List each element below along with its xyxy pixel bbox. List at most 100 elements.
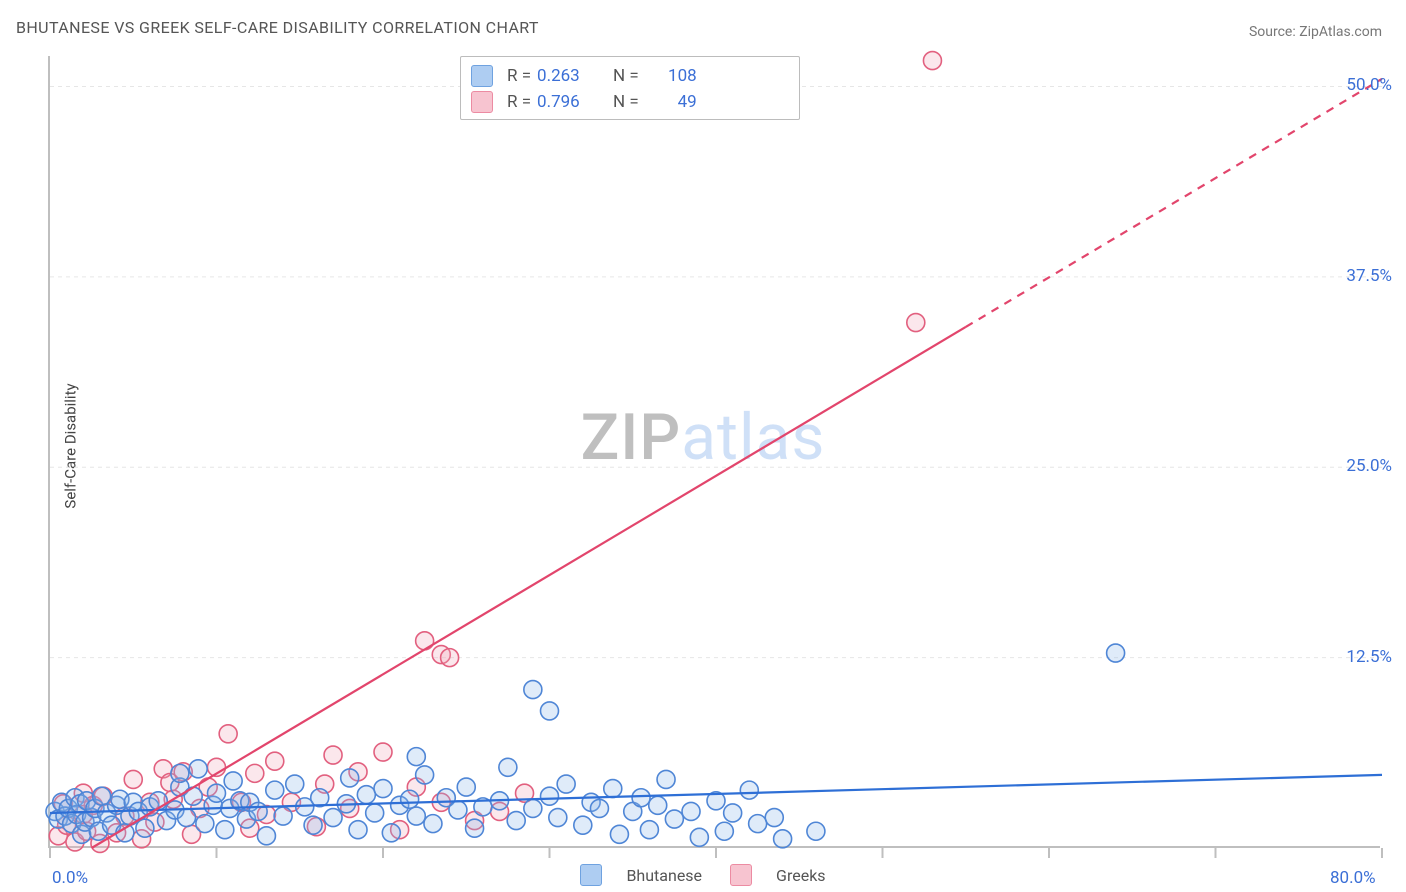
plot-svg [50, 56, 1380, 846]
data-point [219, 725, 237, 743]
data-point [189, 760, 207, 778]
data-point [574, 816, 592, 834]
trendline-greeks-solid [92, 327, 966, 848]
swatch-icon [471, 65, 493, 87]
swatch-icon [471, 91, 493, 113]
data-point [196, 815, 214, 833]
data-point [649, 796, 667, 814]
legend-r-label: R = [507, 92, 531, 112]
data-point [740, 781, 758, 799]
data-point [507, 812, 525, 830]
source-attribution: Source: ZipAtlas.com [1249, 24, 1382, 40]
data-point [416, 766, 434, 784]
chart-frame: BHUTANESE VS GREEK SELF-CARE DISABILITY … [0, 0, 1406, 892]
source-label: Source: [1249, 24, 1299, 40]
data-point [441, 649, 459, 667]
chart-title: BHUTANESE VS GREEK SELF-CARE DISABILITY … [16, 18, 539, 37]
data-point [374, 743, 392, 761]
data-point [610, 825, 628, 843]
plot-area [48, 56, 1380, 848]
series-greeks [49, 52, 941, 853]
legend-item-greeks: Greeks [730, 864, 826, 886]
y-tick-label: 12.5% [1346, 647, 1392, 667]
data-point [407, 748, 425, 766]
stats-legend-row-greeks: R = 0.796 N = 49 [471, 89, 789, 115]
data-point [178, 809, 196, 827]
data-point [715, 822, 733, 840]
data-point [457, 778, 475, 796]
data-point [524, 681, 542, 699]
data-point [366, 804, 384, 822]
series-bhutanese [46, 644, 1125, 848]
data-point [541, 702, 559, 720]
data-point [249, 802, 267, 820]
data-point [266, 781, 284, 799]
data-point [382, 824, 400, 842]
swatch-icon [730, 864, 752, 886]
data-point [124, 770, 142, 788]
trendline-greeks-dashed [966, 79, 1382, 327]
data-point [341, 769, 359, 787]
data-point [224, 772, 242, 790]
data-point [466, 819, 484, 837]
legend-n-value: 108 [645, 66, 697, 86]
data-point [266, 752, 284, 770]
data-point [424, 815, 442, 833]
data-point [907, 314, 925, 332]
y-tick-label: 25.0% [1346, 456, 1392, 476]
legend-item-bhutanese: Bhutanese [580, 864, 702, 886]
data-point [749, 815, 767, 833]
source-value: ZipAtlas.com [1299, 24, 1382, 40]
data-point [682, 802, 700, 820]
data-point [724, 804, 742, 822]
data-point [184, 787, 202, 805]
y-tick-label: 50.0% [1346, 75, 1392, 95]
data-point [524, 799, 542, 817]
data-point [324, 746, 342, 764]
data-point [324, 809, 342, 827]
data-point [136, 819, 154, 837]
swatch-icon [580, 864, 602, 886]
data-point [401, 790, 419, 808]
stats-legend: R = 0.263 N = 108 R = 0.796 N = 49 [460, 56, 800, 120]
data-point [499, 758, 517, 776]
data-point [541, 787, 559, 805]
data-point [765, 809, 783, 827]
stats-legend-row-bhutanese: R = 0.263 N = 108 [471, 63, 789, 89]
data-point [1107, 644, 1125, 662]
legend-n-value: 49 [645, 92, 697, 112]
data-point [604, 780, 622, 798]
legend-r-value: 0.796 [537, 92, 589, 112]
data-point [923, 52, 941, 70]
data-point [171, 764, 189, 782]
data-point [774, 830, 792, 848]
data-point [216, 821, 234, 839]
data-point [257, 827, 275, 845]
legend-label: Bhutanese [626, 866, 702, 885]
data-point [557, 775, 575, 793]
data-point [274, 807, 292, 825]
series-legend: Bhutanese Greeks [0, 864, 1406, 886]
data-point [807, 822, 825, 840]
data-point [590, 799, 608, 817]
legend-label: Greeks [776, 866, 826, 885]
data-point [407, 807, 425, 825]
y-tick-label: 37.5% [1346, 266, 1392, 286]
data-point [632, 789, 650, 807]
legend-n-label: N = [613, 66, 639, 86]
data-point [349, 821, 367, 839]
data-point [208, 784, 226, 802]
data-point [304, 816, 322, 834]
data-point [374, 780, 392, 798]
data-point [449, 801, 467, 819]
legend-r-label: R = [507, 66, 531, 86]
data-point [549, 809, 567, 827]
data-point [657, 770, 675, 788]
legend-n-label: N = [613, 92, 639, 112]
data-point [640, 821, 658, 839]
legend-r-value: 0.263 [537, 66, 589, 86]
data-point [246, 764, 264, 782]
data-point [357, 786, 375, 804]
data-point [286, 775, 304, 793]
data-point [416, 632, 434, 650]
